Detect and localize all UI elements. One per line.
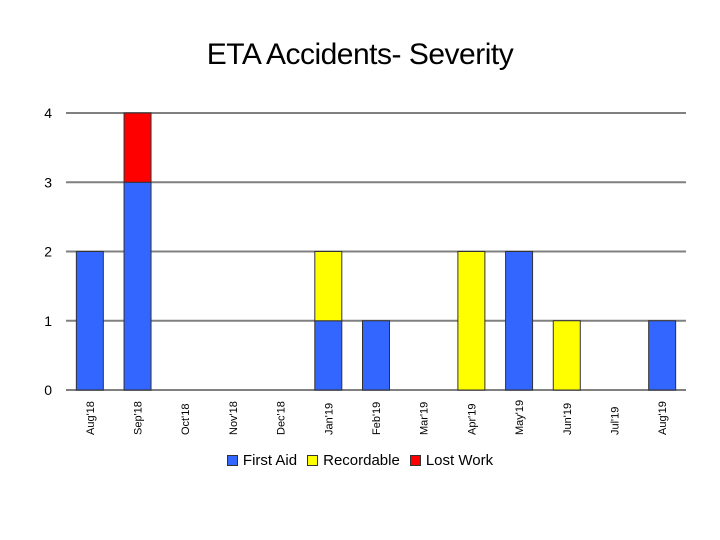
bar-first-aid-12 <box>648 320 677 391</box>
x-tick-label: Jan'19 <box>323 403 335 435</box>
x-tick-label: Aug'19 <box>657 401 669 435</box>
x-tick-label: Jun'19 <box>562 403 574 435</box>
legend-swatch-first-aid <box>226 455 238 466</box>
bar-first-aid-6 <box>362 320 390 391</box>
y-tick-label: 0 <box>44 382 52 398</box>
x-tick-label: Dec'18 <box>276 401 288 435</box>
bar-layer <box>75 112 677 391</box>
bar-recordable-10 <box>552 320 581 391</box>
bar-lost-work-1 <box>123 112 152 183</box>
x-tick-label: Aug'18 <box>85 401 97 435</box>
bar-first-aid-9 <box>505 251 534 391</box>
x-tick-label: Apr'19 <box>466 404 478 435</box>
x-tick-label: Sep'18 <box>133 401 145 435</box>
legend-label-recordable: Recordable <box>323 452 400 469</box>
legend-item-lost-work: Lost Work <box>409 452 494 469</box>
y-tick-label: 3 <box>44 174 52 190</box>
bar-recordable-5 <box>314 251 343 322</box>
x-tick-label: Mar'19 <box>419 402 431 435</box>
legend: First Aid Recordable Lost Work <box>0 452 720 469</box>
legend-item-recordable: Recordable <box>307 452 400 469</box>
y-tick-labels: 0 1 2 3 4 <box>44 105 52 398</box>
legend-swatch-lost-work <box>409 455 421 466</box>
legend-label-lost-work: Lost Work <box>425 452 494 469</box>
y-tick-label: 2 <box>44 244 52 260</box>
x-tick-label: Feb'19 <box>371 402 383 435</box>
y-tick-label: 1 <box>44 313 52 329</box>
chart-title: ETA Accidents- Severity <box>206 38 514 71</box>
bar-first-aid-5 <box>314 320 343 391</box>
y-tick-label: 4 <box>44 105 52 121</box>
x-tick-label: May'19 <box>514 400 526 435</box>
x-tick-label: Jul'19 <box>609 407 621 435</box>
bar-first-aid-1 <box>123 181 152 391</box>
bar-recordable-8 <box>457 251 486 391</box>
legend-item-first-aid: First Aid <box>226 452 298 469</box>
x-tick-labels: Aug'18 Sep'18 Oct'18 Nov'18 Dec'18 Jan'19 Feb'… <box>85 400 669 435</box>
legend-label-first-aid: First Aid <box>242 452 298 469</box>
bar-first-aid-0 <box>75 251 104 391</box>
x-tick-label: Nov'18 <box>228 401 240 435</box>
x-tick-label: Oct'18 <box>180 404 192 435</box>
legend-swatch-recordable <box>307 455 319 466</box>
